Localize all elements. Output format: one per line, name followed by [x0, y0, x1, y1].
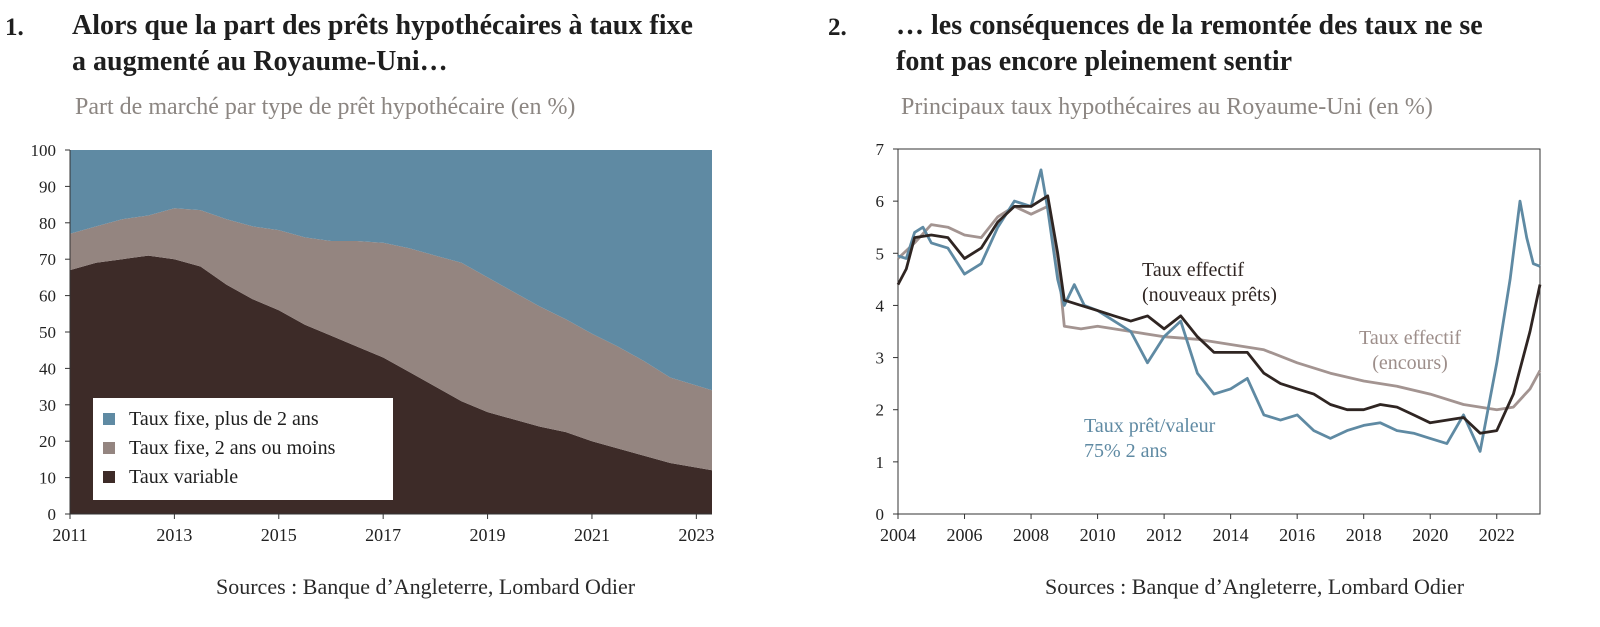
- area-fixed-long: [70, 150, 712, 391]
- annotation-ltv75: Taux prêt/valeur 75% 2 ans: [1084, 414, 1215, 464]
- chart-source: Sources : Banque d’Angleterre, Lombard O…: [216, 574, 636, 599]
- x-tick-label: 2018: [1346, 525, 1382, 545]
- chart-legend: Taux fixe, plus de 2 ans Taux fixe, 2 an…: [93, 398, 393, 500]
- x-tick-label: 2015: [261, 525, 297, 545]
- x-tick-label: 2006: [947, 525, 983, 545]
- x-tick-label: 2022: [1479, 525, 1515, 545]
- y-tick-label: 60: [39, 287, 56, 306]
- y-tick-label: 10: [39, 469, 56, 488]
- y-tick-label: 3: [876, 349, 885, 368]
- legend-swatch: [103, 442, 115, 454]
- chart-subtitle: Principaux taux hypothécaires au Royaume…: [901, 94, 1433, 120]
- x-tick-label: 2016: [1279, 525, 1315, 545]
- series-line-ltv75: [897, 168, 1541, 453]
- y-tick-label: 4: [876, 296, 885, 315]
- legend-item-variable: Taux variable: [103, 464, 238, 490]
- x-tick-label: 2017: [365, 525, 401, 545]
- annotation-line: (nouveaux prêts): [1142, 284, 1277, 306]
- y-tick-label: 0: [48, 505, 57, 524]
- area-fixed-short: [70, 208, 712, 471]
- y-tick-label: 70: [39, 250, 56, 269]
- series-line-effective-new: [896, 194, 1542, 435]
- x-tick-label: 2019: [470, 525, 506, 545]
- x-tick-label: 2013: [156, 525, 192, 545]
- y-tick-label: 2: [876, 401, 885, 420]
- x-tick-label: 2014: [1213, 525, 1249, 545]
- x-tick-label: 2011: [52, 525, 87, 545]
- chart-title: … les conséquences de la remontée des ta…: [896, 8, 1483, 80]
- y-tick-label: 1: [876, 453, 885, 472]
- chart-number: 2.: [828, 14, 847, 41]
- chart-number: 1.: [5, 14, 24, 41]
- y-tick-label: 7: [876, 140, 885, 159]
- annotation-line: Taux prêt/valeur: [1084, 415, 1216, 437]
- annotation-line: Taux effectif: [1142, 259, 1245, 281]
- line-chart: 0 1 2 3 4 5 6 7 2004 2006 2008 2010 2012 2014 2016 2018…: [876, 140, 1542, 545]
- chart-title-line-1: Alors que la part des prêts hypothécaire…: [72, 10, 693, 41]
- annotation-effective-outstanding: Taux effectif (encours): [1359, 326, 1461, 376]
- x-tick-label: 2012: [1146, 525, 1182, 545]
- annotation-line: 75% 2 ans: [1084, 440, 1168, 462]
- chart-subtitle: Part de marché par type de prêt hypothéc…: [75, 94, 576, 120]
- y-tick-label: 20: [39, 432, 56, 451]
- annotation-line: Taux effectif: [1359, 327, 1462, 349]
- x-tick-label: 2010: [1080, 525, 1116, 545]
- annotation-effective-new: Taux effectif (nouveaux prêts): [1142, 258, 1277, 308]
- chart-title-line-2: font pas encore pleinement sentir: [896, 46, 1293, 77]
- plot-frame: [897, 148, 1541, 515]
- legend-item-fixed-short: Taux fixe, 2 ans ou moins: [103, 435, 335, 461]
- chart-panel-1: 1. Alors que la part des prêts hypothéca…: [0, 0, 780, 627]
- x-tick-label: 2008: [1013, 525, 1049, 545]
- legend-label: Taux fixe, plus de 2 ans: [129, 407, 319, 430]
- y-tick-label: 80: [39, 214, 56, 233]
- y-tick-label: 0: [876, 505, 885, 524]
- x-tick-label: 2023: [678, 525, 714, 545]
- chart-title: Alors que la part des prêts hypothécaire…: [72, 8, 693, 80]
- y-tick-label: 40: [39, 359, 56, 378]
- x-tick-label: 2021: [574, 525, 610, 545]
- legend-swatch: [103, 413, 115, 425]
- y-tick-label: 100: [31, 141, 57, 160]
- y-tick-label: 50: [39, 323, 56, 342]
- chart-title-line-1: … les conséquences de la remontée des ta…: [896, 10, 1483, 41]
- chart-panel-2: 2. … les conséquences de la remontée des…: [800, 0, 1600, 627]
- x-tick-label: 2004: [880, 525, 916, 545]
- y-tick-label: 5: [876, 244, 885, 263]
- x-tick-label: 2020: [1412, 525, 1448, 545]
- legend-label: Taux fixe, 2 ans ou moins: [129, 436, 336, 459]
- annotation-line: (encours): [1372, 352, 1448, 374]
- legend-item-fixed-long: Taux fixe, plus de 2 ans: [103, 406, 319, 432]
- y-tick-label: 30: [39, 396, 56, 415]
- chart-source: Sources : Banque d’Angleterre, Lombard O…: [1045, 574, 1465, 599]
- y-tick-label: 6: [876, 192, 885, 211]
- chart-title-line-2: a augmenté au Royaume-Uni…: [72, 46, 448, 77]
- legend-label: Taux variable: [129, 465, 239, 488]
- legend-swatch: [103, 471, 115, 483]
- y-tick-label: 90: [39, 177, 56, 196]
